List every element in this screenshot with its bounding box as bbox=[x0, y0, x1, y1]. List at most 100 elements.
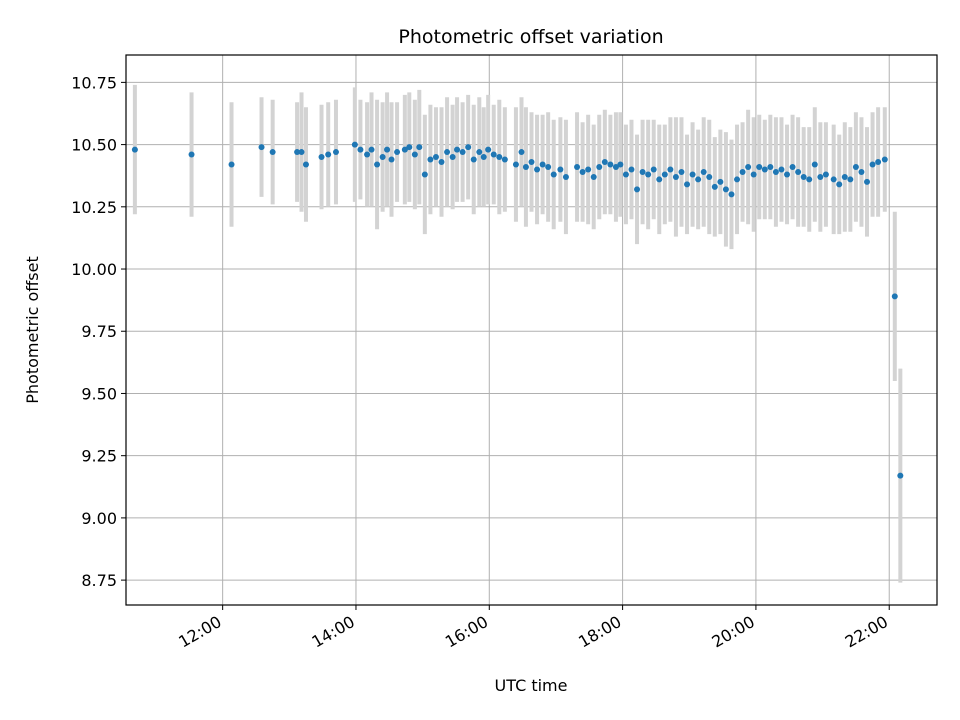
data-point bbox=[761, 166, 768, 173]
data-point bbox=[601, 159, 608, 166]
data-point bbox=[734, 176, 741, 183]
data-point bbox=[700, 168, 707, 175]
data-point bbox=[579, 168, 586, 175]
chart-title: Photometric offset variation bbox=[398, 26, 663, 48]
data-point bbox=[298, 149, 305, 156]
data-point bbox=[528, 159, 535, 166]
data-point bbox=[351, 141, 358, 148]
data-point bbox=[411, 151, 418, 158]
data-point bbox=[841, 173, 848, 180]
y-tick-label: 10.00 bbox=[71, 260, 117, 279]
data-point bbox=[562, 173, 569, 180]
data-point bbox=[612, 163, 619, 170]
data-point bbox=[739, 168, 746, 175]
data-point bbox=[800, 173, 807, 180]
data-point bbox=[634, 186, 641, 193]
data-point bbox=[811, 161, 818, 168]
data-point bbox=[357, 146, 364, 153]
data-point bbox=[496, 154, 503, 161]
data-point bbox=[745, 163, 752, 170]
data-point bbox=[784, 171, 791, 178]
data-point bbox=[459, 149, 466, 156]
data-point bbox=[501, 156, 508, 163]
data-point bbox=[228, 161, 235, 168]
data-point bbox=[438, 159, 445, 166]
data-point bbox=[767, 163, 774, 170]
data-point bbox=[891, 293, 898, 300]
data-point bbox=[550, 171, 557, 178]
data-point bbox=[661, 171, 668, 178]
data-point bbox=[847, 176, 854, 183]
data-point bbox=[756, 163, 763, 170]
data-point bbox=[778, 166, 785, 173]
x-axis-title: UTC time bbox=[495, 676, 568, 695]
data-point bbox=[388, 156, 395, 163]
data-point bbox=[585, 166, 592, 173]
data-point bbox=[645, 171, 652, 178]
data-point bbox=[401, 146, 408, 153]
data-point bbox=[678, 168, 685, 175]
data-point bbox=[628, 166, 635, 173]
data-point bbox=[258, 144, 265, 151]
data-point bbox=[574, 163, 581, 170]
y-tick-label: 10.50 bbox=[71, 136, 117, 155]
data-point bbox=[454, 146, 461, 153]
data-point bbox=[650, 166, 657, 173]
data-point bbox=[817, 173, 824, 180]
y-axis: 8.75 9.00 9.25 9.50 9.75 10.00 10.25 10.50 10.75 bbox=[71, 73, 126, 590]
data-point bbox=[188, 151, 195, 158]
data-point bbox=[750, 171, 757, 178]
data-point bbox=[384, 146, 391, 153]
data-point bbox=[421, 171, 428, 178]
data-point bbox=[822, 171, 829, 178]
data-point bbox=[864, 178, 871, 185]
data-point bbox=[131, 146, 138, 153]
data-point bbox=[590, 173, 597, 180]
data-point bbox=[318, 154, 325, 161]
data-point bbox=[302, 161, 309, 168]
data-point bbox=[480, 154, 487, 161]
data-point bbox=[534, 166, 541, 173]
data-point bbox=[717, 178, 724, 185]
data-point bbox=[711, 183, 718, 190]
data-point bbox=[789, 163, 796, 170]
data-point bbox=[684, 181, 691, 188]
data-point bbox=[364, 151, 371, 158]
y-tick-label: 9.25 bbox=[81, 447, 117, 466]
data-point bbox=[294, 149, 301, 156]
data-point bbox=[728, 191, 735, 198]
data-point bbox=[869, 161, 876, 168]
data-point bbox=[374, 161, 381, 168]
data-point bbox=[836, 181, 843, 188]
data-point bbox=[881, 156, 888, 163]
data-point bbox=[858, 168, 865, 175]
data-point bbox=[449, 154, 456, 161]
data-point bbox=[416, 144, 423, 151]
data-point bbox=[772, 168, 779, 175]
data-point bbox=[557, 166, 564, 173]
y-tick-label: 9.75 bbox=[81, 322, 117, 341]
data-point bbox=[617, 161, 624, 168]
data-point bbox=[394, 149, 401, 156]
data-point bbox=[852, 163, 859, 170]
y-tick-label: 9.00 bbox=[81, 509, 117, 528]
data-point bbox=[490, 151, 497, 158]
data-point bbox=[596, 163, 603, 170]
y-tick-label: 9.50 bbox=[81, 384, 117, 403]
data-point bbox=[406, 144, 413, 151]
y-axis-title: Photometric offset bbox=[23, 256, 42, 404]
data-point bbox=[695, 176, 702, 183]
data-point bbox=[470, 156, 477, 163]
data-point bbox=[639, 168, 646, 175]
data-point bbox=[622, 171, 629, 178]
data-point bbox=[545, 163, 552, 170]
data-point bbox=[476, 149, 483, 156]
data-point bbox=[607, 161, 614, 168]
data-point bbox=[539, 161, 546, 168]
data-point bbox=[897, 472, 904, 479]
data-point bbox=[427, 156, 434, 163]
plot-frame bbox=[125, 54, 938, 606]
data-point bbox=[368, 146, 375, 153]
data-points bbox=[131, 141, 904, 479]
